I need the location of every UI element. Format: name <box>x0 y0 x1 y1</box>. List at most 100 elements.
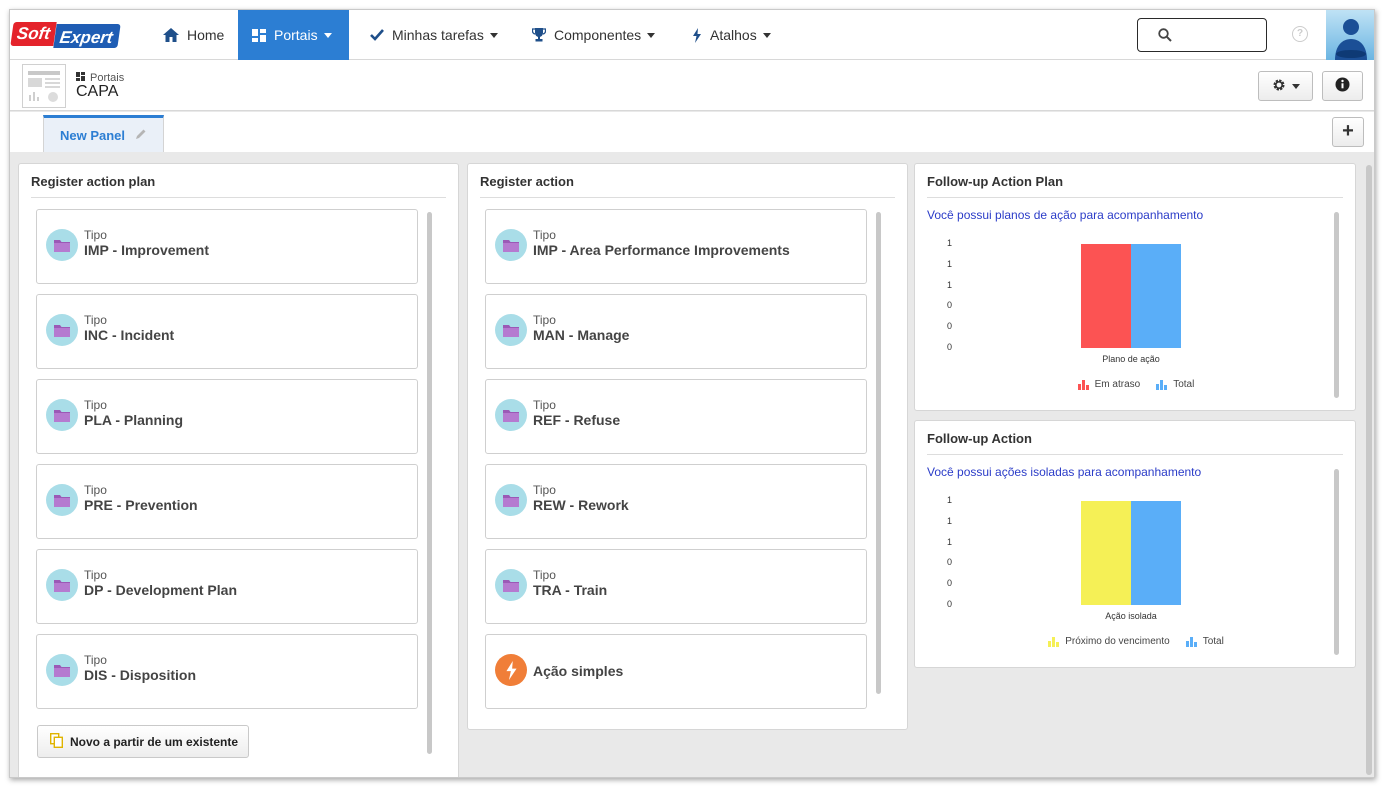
chart-bar[interactable] <box>1131 501 1181 605</box>
action-type-card[interactable]: Tipo REW - Rework <box>485 464 867 539</box>
y-tick-label: 0 <box>947 578 953 589</box>
legend-label: Total <box>1202 636 1224 647</box>
nav-tarefas-label: Minhas tarefas <box>392 27 484 43</box>
y-tick-label: 0 <box>947 557 953 568</box>
card-caption: Tipo <box>533 483 556 497</box>
register-action-panel: Register action Tipo IMP - Area Performa… <box>467 163 908 730</box>
action-type-card[interactable]: Tipo MAN - Manage <box>485 294 867 369</box>
portal-thumbnail <box>22 64 66 108</box>
panel-divider <box>480 197 895 198</box>
folder-icon <box>46 484 78 516</box>
acao-simples-card[interactable]: Ação simples <box>485 634 867 709</box>
logo-soft: Soft <box>10 22 57 46</box>
nav-home[interactable]: Home <box>149 10 238 60</box>
card-caption: Tipo <box>84 568 107 582</box>
panel-title: Follow-up Action <box>927 431 1032 446</box>
y-tick-label: 1 <box>947 279 953 290</box>
nav-minhas-tarefas[interactable]: Minhas tarefas <box>356 10 512 60</box>
legend-item[interactable]: Total <box>1185 636 1224 647</box>
dashboard-icon <box>252 28 266 42</box>
user-avatar[interactable] <box>1326 10 1374 60</box>
card-label: Ação simples <box>533 663 624 679</box>
legend-item[interactable]: Próximo do vencimento <box>1048 636 1170 647</box>
plan-type-card[interactable]: Tipo DIS - Disposition <box>36 634 418 709</box>
legend-item[interactable]: Em atraso <box>1077 379 1141 390</box>
breadcrumb-label: Portais <box>90 72 125 84</box>
card-label: TRA - Train <box>533 582 608 598</box>
nav-atalhos[interactable]: Atalhos <box>678 10 785 60</box>
search-input[interactable] <box>1137 18 1267 52</box>
scrollbar[interactable] <box>427 212 432 754</box>
novo-a-partir-button[interactable]: Novo a partir de um existente <box>37 725 249 758</box>
search-icon <box>1158 28 1172 45</box>
action-type-card[interactable]: Tipo IMP - Area Performance Improvements <box>485 209 867 284</box>
panel-tabbar: New Panel + <box>10 112 1374 152</box>
plan-type-card[interactable]: Tipo INC - Incident <box>36 294 418 369</box>
settings-button[interactable] <box>1258 71 1313 101</box>
add-panel-button[interactable]: + <box>1332 117 1364 147</box>
nav-componentes[interactable]: Componentes <box>518 10 669 60</box>
x-category-label: Ação isolada <box>1105 611 1157 621</box>
app-window: Soft Expert Home Portais Minhas tarefas <box>9 9 1375 778</box>
action-type-card[interactable]: Tipo REF - Refuse <box>485 379 867 454</box>
softexpert-logo[interactable]: Soft Expert <box>10 22 121 48</box>
legend-item[interactable]: Total <box>1156 379 1194 390</box>
pencil-icon[interactable] <box>135 128 147 143</box>
scrollbar[interactable] <box>1334 469 1339 655</box>
bar-chart-icon <box>1156 379 1168 390</box>
help-icon[interactable]: ? <box>1292 26 1308 42</box>
copy-icon <box>49 732 64 751</box>
chevron-down-icon <box>323 32 332 38</box>
followup-action-link[interactable]: Você possui ações isoladas para acompanh… <box>927 465 1202 479</box>
chevron-down-icon <box>762 32 771 38</box>
card-caption: Tipo <box>533 313 556 327</box>
legend-label: Em atraso <box>1094 379 1141 390</box>
y-tick-label: 0 <box>947 599 953 609</box>
card-label: IMP - Improvement <box>84 242 209 258</box>
chevron-down-icon <box>489 32 498 38</box>
y-tick-label: 0 <box>947 300 953 311</box>
chart-bar[interactable] <box>1131 244 1181 348</box>
page-title: CAPA <box>76 83 119 100</box>
plan-type-card[interactable]: Tipo IMP - Improvement <box>36 209 418 284</box>
nav-componentes-label: Componentes <box>554 27 642 43</box>
scrollbar[interactable] <box>876 212 881 694</box>
card-label: REW - Rework <box>533 497 629 513</box>
plan-type-card[interactable]: Tipo PLA - Planning <box>36 379 418 454</box>
plan-type-card[interactable]: Tipo PRE - Prevention <box>36 464 418 539</box>
x-category-label: Plano de ação <box>1102 354 1160 364</box>
card-caption: Tipo <box>84 653 107 667</box>
bar-chart-icon <box>1185 636 1197 647</box>
tab-new-panel[interactable]: New Panel <box>43 115 164 152</box>
chart-bar[interactable] <box>1081 244 1131 348</box>
followup-action-panel: Follow-up Action Você possui ações isola… <box>914 420 1356 668</box>
scrollbar[interactable] <box>1334 212 1339 398</box>
folder-icon <box>46 399 78 431</box>
chevron-down-icon <box>647 32 656 38</box>
chart-legend: Em atraso Total <box>915 379 1357 390</box>
breadcrumb[interactable]: Portais <box>76 72 124 84</box>
info-button[interactable] <box>1322 71 1363 101</box>
nav-portais[interactable]: Portais <box>238 10 349 60</box>
gear-icon <box>1272 78 1286 95</box>
y-tick-label: 1 <box>947 258 953 269</box>
followup-plan-link[interactable]: Você possui planos de ação para acompanh… <box>927 208 1204 222</box>
plan-type-card[interactable]: Tipo DP - Development Plan <box>36 549 418 624</box>
y-tick-label: 1 <box>947 495 953 505</box>
card-label: IMP - Area Performance Improvements <box>533 242 790 258</box>
dashboard-icon <box>76 72 85 84</box>
y-tick-label: 0 <box>947 321 953 332</box>
card-label: REF - Refuse <box>533 412 621 428</box>
page-scrollbar[interactable] <box>1366 165 1372 775</box>
chart-bar[interactable] <box>1081 501 1131 605</box>
folder-icon <box>495 229 527 261</box>
card-caption: Tipo <box>533 398 556 412</box>
panel-title: Follow-up Action Plan <box>927 174 1064 189</box>
check-icon <box>370 29 384 41</box>
trophy-icon <box>532 28 546 42</box>
card-caption: Tipo <box>84 398 107 412</box>
action-type-card[interactable]: Tipo TRA - Train <box>485 549 867 624</box>
home-icon <box>163 28 179 42</box>
folder-icon <box>46 569 78 601</box>
followup-action-plan-panel: Follow-up Action Plan Você possui planos… <box>914 163 1356 411</box>
